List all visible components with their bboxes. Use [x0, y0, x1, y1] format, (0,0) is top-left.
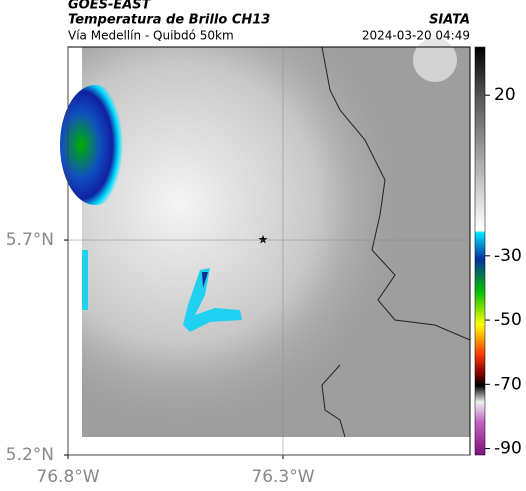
x-tick-label: 76.3°W: [251, 467, 314, 487]
timestamp: 2024-03-20 04:49: [362, 29, 470, 43]
colorbar-tick-label: 20: [494, 85, 516, 105]
colorbar-tick-label: -70: [494, 374, 522, 394]
colorbar: [474, 46, 486, 456]
colorbar-tick-label: -30: [494, 246, 522, 266]
location-star: ★: [258, 233, 269, 247]
source: GOES-EAST: [68, 0, 152, 13]
brand: SIATA: [429, 13, 470, 28]
y-tick-label: 5.7°N: [6, 230, 54, 250]
x-tick-label: 76.8°W: [36, 467, 99, 487]
subtitle: Vía Medellín - Quibdó 50km: [68, 29, 234, 43]
colorbar-tick-label: -50: [494, 310, 522, 330]
map-field: ★: [60, 38, 471, 438]
title: Temperatura de Brillo CH13: [68, 13, 270, 28]
y-tick-label: 5.2°N: [6, 445, 54, 465]
colorbar-tick-label: -90: [494, 439, 522, 459]
